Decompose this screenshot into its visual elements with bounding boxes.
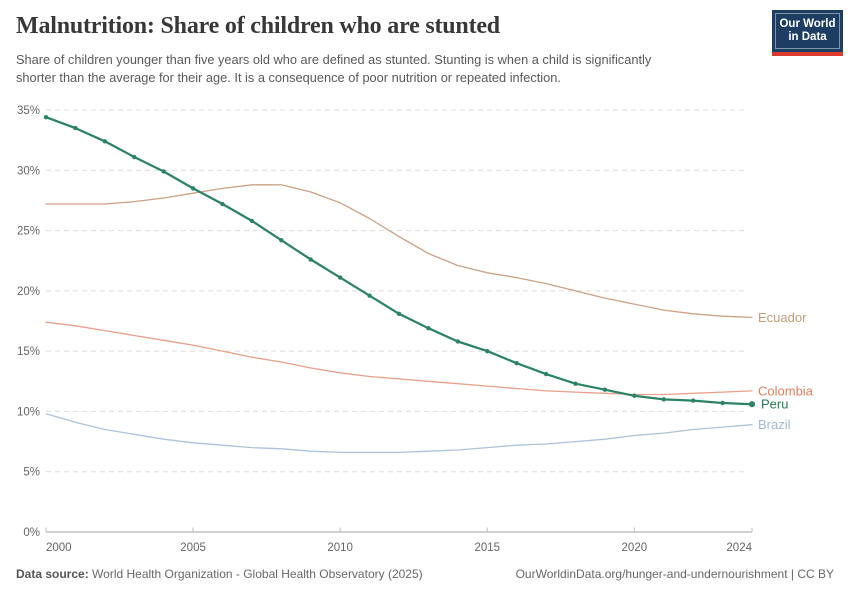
series-marker-peru-2005	[190, 186, 196, 191]
series-marker-peru-2014	[455, 339, 461, 344]
series-marker-peru-2018	[573, 381, 578, 386]
series-marker-peru-2003	[132, 154, 137, 160]
series-marker-peru-2008	[279, 238, 284, 243]
series-line-colombia	[45, 321, 753, 396]
chart-subtitle: Share of children younger than five year…	[16, 51, 651, 87]
data-source-value: World Health Organization - Global Healt…	[88, 567, 423, 581]
y-axis-label-35: 35%	[17, 105, 40, 117]
series-marker-peru-2001	[73, 125, 78, 131]
footer-right: OurWorldinData.org/hunger-and-undernouri…	[516, 567, 834, 581]
series-marker-peru-2007	[249, 218, 255, 224]
series-marker-peru-2002	[102, 139, 108, 144]
series-marker-peru-2017	[543, 371, 549, 377]
series-marker-peru-2021	[661, 397, 666, 402]
series-line-ecuador	[45, 184, 753, 319]
x-axis-label-2015: 2015	[474, 542, 500, 554]
series-marker-peru-2009	[308, 257, 313, 262]
series-marker-peru-2013	[426, 326, 431, 331]
series-marker-peru-2012	[396, 311, 402, 316]
subtitle-line-1: Share of children younger than five year…	[16, 52, 652, 67]
series-line-brazil	[45, 413, 753, 454]
series-label-peru[interactable]: Peru	[761, 397, 788, 412]
x-axis-label-2020: 2020	[622, 542, 648, 554]
series-marker-peru-2016	[514, 361, 519, 366]
owid-logo-text: Our World in Data	[775, 13, 840, 50]
x-axis-label-2000: 2000	[46, 542, 72, 554]
data-source-note: Data source: World Health Organization -…	[16, 567, 423, 581]
license-label: | CC BY	[787, 567, 834, 581]
x-axis-label-2024: 2024	[726, 542, 752, 554]
chart-footer: Data source: World Health Organization -…	[16, 567, 834, 581]
y-axis-label-10: 10%	[17, 406, 40, 418]
series-marker-peru-2022	[690, 398, 696, 403]
series-marker-peru-2000	[43, 115, 49, 120]
series-label-colombia[interactable]: Colombia	[758, 383, 814, 398]
series-marker-peru-2010	[337, 275, 343, 280]
owid-logo[interactable]: Our World in Data	[772, 10, 843, 57]
series-marker-peru-2015	[485, 348, 490, 354]
subtitle-line-2: shorter than the average for their age. …	[16, 69, 561, 85]
y-axis-label-30: 30%	[17, 165, 40, 177]
series-marker-peru-2020	[632, 393, 637, 398]
y-axis-label-5: 5%	[23, 467, 40, 479]
y-axis-label-20: 20%	[17, 286, 40, 298]
series-marker-peru-2006	[220, 201, 225, 207]
series-label-brazil[interactable]: Brazil	[758, 417, 791, 432]
series-line-peru	[44, 116, 754, 406]
series-marker-peru-2023	[720, 400, 725, 406]
page-title: Malnutrition: Share of children who are …	[16, 13, 500, 39]
series-label-ecuador[interactable]: Ecuador	[758, 310, 807, 325]
series-marker-peru-2004	[161, 169, 166, 174]
data-source-label: Data source:	[16, 567, 89, 581]
y-axis-label-0: 0%	[23, 527, 40, 539]
x-axis-label-2010: 2010	[327, 542, 353, 554]
series-marker-peru-2019	[602, 387, 608, 392]
y-axis-label-15: 15%	[17, 346, 40, 358]
series-marker-peru-2011	[367, 293, 372, 298]
y-axis-label-25: 25%	[17, 226, 40, 238]
series-end-dot-peru	[748, 401, 756, 408]
owid-logo-accent-bar	[772, 52, 843, 57]
owid-url-link[interactable]: OurWorldinData.org/hunger-and-undernouri…	[515, 567, 788, 581]
x-axis-label-2005: 2005	[180, 542, 206, 554]
